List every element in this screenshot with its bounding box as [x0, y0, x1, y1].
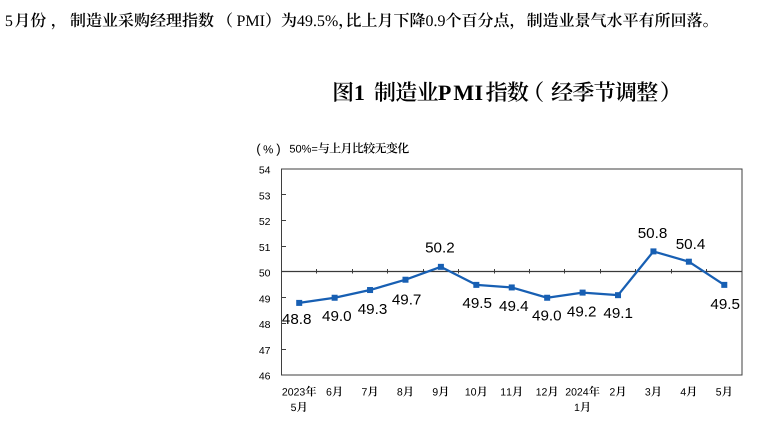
- svg-text:54: 54: [259, 165, 271, 177]
- svg-text:46: 46: [259, 371, 271, 383]
- svg-text:50.8: 50.8: [638, 225, 668, 242]
- svg-text:49.4: 49.4: [499, 298, 529, 315]
- svg-text:49.3: 49.3: [358, 301, 388, 318]
- svg-text:49: 49: [259, 293, 271, 305]
- svg-text:50: 50: [259, 268, 271, 280]
- svg-text:49.2: 49.2: [567, 303, 597, 320]
- svg-text:49.1: 49.1: [603, 305, 633, 322]
- svg-text:48.8: 48.8: [282, 311, 312, 328]
- svg-text:49.0: 49.0: [322, 308, 352, 325]
- svg-text:49.5: 49.5: [710, 296, 740, 313]
- svg-text:49.5: 49.5: [462, 295, 492, 312]
- svg-text:51: 51: [259, 242, 271, 254]
- svg-text:49.7: 49.7: [392, 291, 422, 308]
- svg-text:50.4: 50.4: [676, 236, 706, 253]
- svg-text:52: 52: [259, 216, 271, 228]
- svg-text:49.0: 49.0: [532, 308, 562, 325]
- svg-text:47: 47: [259, 345, 271, 357]
- svg-text:53: 53: [259, 190, 271, 202]
- svg-text:48: 48: [259, 319, 271, 331]
- svg-text:50.2: 50.2: [425, 240, 455, 257]
